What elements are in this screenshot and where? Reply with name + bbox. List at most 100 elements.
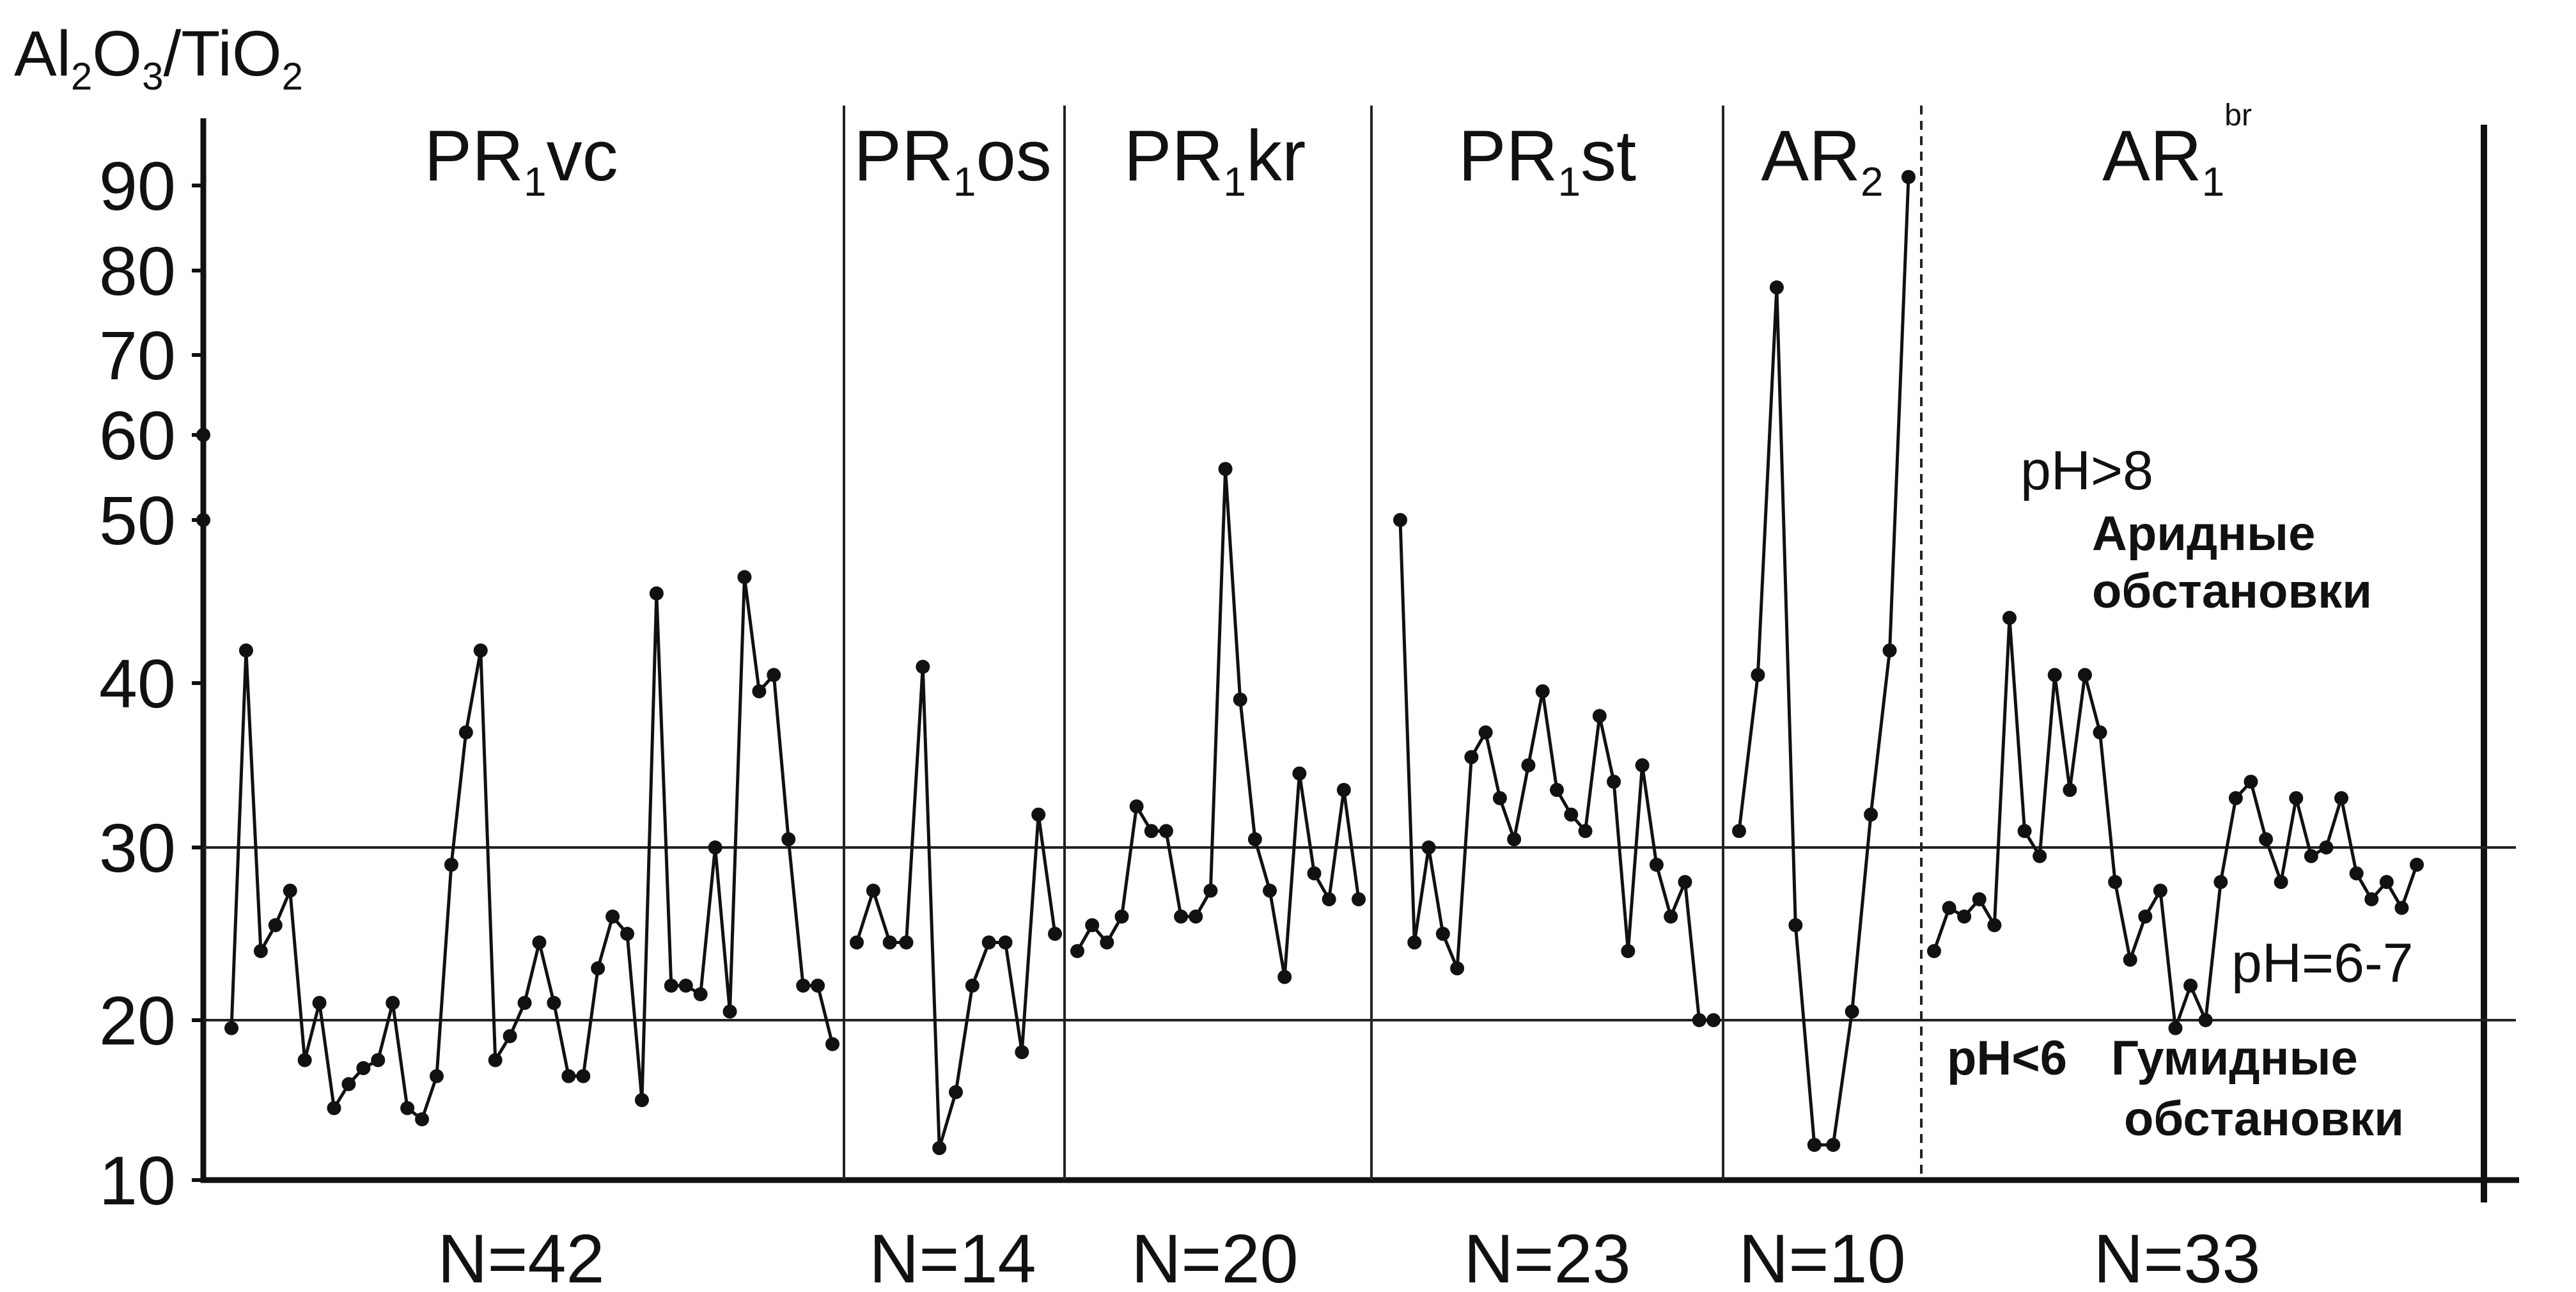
data-point <box>949 1085 963 1099</box>
data-point <box>591 961 605 975</box>
data-point <box>1751 668 1765 682</box>
data-point <box>811 979 825 993</box>
data-point <box>1085 918 1100 933</box>
data-point <box>825 1037 839 1052</box>
data-point <box>2304 849 2318 863</box>
axes <box>200 118 2519 1202</box>
data-point <box>932 1141 947 1155</box>
data-point <box>268 918 283 933</box>
data-point <box>1336 783 1351 798</box>
data-point <box>1507 832 1522 847</box>
y-tick-label: 10 <box>99 1142 176 1219</box>
data-point <box>1352 892 1366 906</box>
data-point <box>2033 849 2047 863</box>
data-point <box>532 935 547 950</box>
data-point <box>2319 840 2334 855</box>
y-title-tio: /TiO <box>163 18 281 90</box>
data-point <box>371 1053 386 1067</box>
series-line <box>1075 467 1361 979</box>
data-point <box>1478 725 1493 740</box>
data-point <box>1307 866 1322 881</box>
data-point <box>634 1093 649 1107</box>
data-point <box>2228 791 2243 805</box>
section-label: AR2 <box>1761 116 1883 205</box>
data-point <box>1621 944 1635 958</box>
data-point <box>561 1069 576 1083</box>
data-point <box>1788 918 1803 933</box>
data-point <box>2123 952 2137 967</box>
section-n-label: N=42 <box>437 1220 604 1292</box>
data-point <box>1664 910 1678 924</box>
data-point <box>1972 892 1987 906</box>
data-point <box>503 1029 517 1043</box>
section-label: PR1os <box>854 116 1051 205</box>
series-line <box>855 665 1057 1150</box>
data-point <box>2047 668 2062 682</box>
data-point <box>781 832 796 847</box>
data-point <box>297 1053 312 1067</box>
y-title-sub2: 3 <box>142 55 163 98</box>
data-point <box>708 840 722 855</box>
y-tick-label: 60 <box>99 397 176 474</box>
data-point <box>1031 807 1046 822</box>
data-point <box>965 979 980 993</box>
data-point <box>1218 462 1233 477</box>
data-point <box>1129 799 1144 814</box>
data-point <box>752 684 767 698</box>
y-tick-label: 70 <box>99 317 176 394</box>
data-point <box>649 586 664 601</box>
data-point <box>1987 918 2002 933</box>
data-point <box>458 725 473 740</box>
section-n-label: N=10 <box>1738 1220 1905 1292</box>
data-point <box>1450 961 1465 975</box>
data-point <box>678 979 693 993</box>
section-label: AR1br <box>2102 98 2252 205</box>
section-label: PR1vc <box>424 116 618 205</box>
data-point <box>473 643 488 658</box>
annotation-humid-1: Гумидные <box>2111 1031 2358 1085</box>
data-point <box>916 659 930 674</box>
data-point <box>312 996 327 1010</box>
data-point <box>2017 824 2032 839</box>
data-point <box>1927 944 1941 958</box>
data-point <box>620 927 635 941</box>
data-point <box>1535 684 1550 698</box>
y-title-sub1: 2 <box>71 55 92 98</box>
data-point <box>1564 807 1579 822</box>
data-point <box>1706 1013 1721 1027</box>
data-point <box>1901 169 1916 184</box>
data-point <box>693 987 708 1002</box>
data-point <box>253 944 268 958</box>
data-point <box>415 1112 430 1126</box>
data-point <box>2379 875 2394 889</box>
y-tick-label: 30 <box>99 809 176 886</box>
data-point <box>2334 791 2349 805</box>
data-point <box>1550 783 1564 798</box>
data-point <box>1233 692 1247 707</box>
data-point <box>1100 935 1114 950</box>
data-point <box>1203 883 1218 898</box>
data-point <box>2168 1021 2183 1036</box>
data-point <box>882 935 897 950</box>
data-point <box>1607 775 1621 789</box>
data-point <box>2153 883 2167 898</box>
y-title-al: Al <box>14 18 71 90</box>
section-label: PR1st <box>1458 116 1636 205</box>
data-point <box>1942 901 1956 915</box>
y-title-o: O <box>92 18 142 90</box>
annotation-arid-2: обстановки <box>2092 564 2372 618</box>
data-point <box>1635 758 1650 773</box>
data-point <box>1957 910 1972 924</box>
data-point <box>1070 944 1084 958</box>
y-title-sub3: 2 <box>282 55 303 98</box>
data-point <box>2002 611 2017 625</box>
data-point <box>2349 866 2364 881</box>
data-point <box>1864 807 1878 822</box>
annotation-ph-high: pH>8 <box>2020 440 2153 501</box>
y-tick-label: 80 <box>99 232 176 310</box>
data-point <box>2410 858 2424 872</box>
series-line <box>1737 177 1910 1147</box>
axis-data-point <box>196 513 210 527</box>
data-point <box>796 979 811 993</box>
section-n-label: N=23 <box>1464 1220 1630 1292</box>
